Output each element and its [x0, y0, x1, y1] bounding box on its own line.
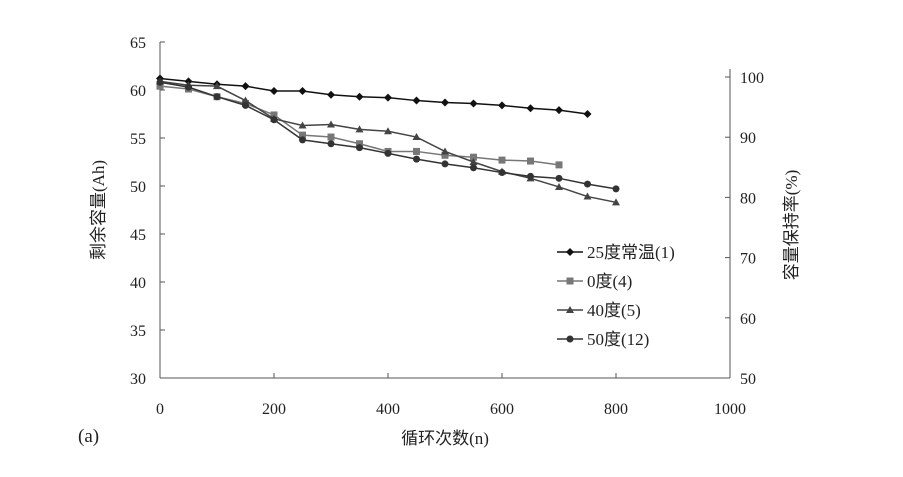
marker-square [527, 157, 534, 165]
marker-square [356, 140, 363, 148]
x-axis-label: 循环次数(n) [401, 429, 489, 448]
y-tick-label: 35 [130, 323, 146, 340]
marker-triangle [566, 306, 574, 313]
y-tick-label: 65 [130, 35, 146, 52]
marker-circle [185, 83, 192, 91]
x-tick-label: 200 [262, 401, 286, 418]
marker-triangle [298, 121, 307, 129]
marker-square [156, 82, 164, 90]
x-tick-label: 600 [490, 401, 514, 418]
marker-diamond [526, 104, 535, 113]
marker-square [327, 133, 335, 141]
marker-circle [242, 101, 249, 109]
marker-circle [470, 164, 477, 172]
marker-square [299, 131, 306, 139]
marker-circle [555, 174, 563, 182]
x-tick-label: 400 [376, 401, 400, 418]
marker-triangle [355, 125, 364, 133]
y2-tick-label: 60 [740, 311, 756, 328]
marker-triangle [241, 96, 250, 104]
marker-diamond [441, 98, 449, 107]
marker-triangle [384, 127, 392, 135]
legend-item: 25度常温(1) [557, 243, 675, 262]
marker-diamond [566, 248, 574, 256]
y-tick-label: 55 [130, 131, 146, 148]
marker-circle [527, 172, 534, 180]
y-tick-label: 45 [130, 227, 146, 244]
marker-square [566, 277, 574, 285]
marker-circle [584, 180, 591, 188]
marker-triangle [612, 198, 620, 206]
marker-square [498, 156, 506, 164]
marker-circle [566, 335, 574, 343]
series-diamond [156, 74, 592, 118]
legend-label: 25度常温(1) [587, 243, 675, 262]
marker-diamond [384, 93, 392, 102]
marker-circle [498, 169, 506, 177]
series-triangle [156, 77, 620, 206]
y-tick-label: 40 [130, 275, 146, 292]
marker-diamond [412, 96, 421, 105]
x-tick-label: 800 [604, 401, 628, 418]
marker-triangle [327, 120, 335, 128]
marker-diamond [469, 99, 478, 108]
y2-tick-label: 90 [740, 130, 756, 147]
y2-tick-label: 50 [740, 371, 756, 388]
marker-circle [612, 185, 620, 193]
y-tick-label: 30 [130, 371, 146, 388]
marker-circle [299, 136, 306, 144]
legend-label: 50度(12) [587, 330, 649, 349]
marker-circle [441, 160, 449, 168]
y-tick-label: 60 [130, 83, 146, 100]
marker-circle [156, 78, 164, 86]
x-tick-label: 0 [156, 401, 164, 418]
legend-label: 0度(4) [587, 272, 632, 291]
marker-diamond [583, 110, 592, 118]
marker-diamond [270, 86, 278, 95]
marker-circle [327, 140, 335, 148]
marker-diamond [298, 86, 307, 95]
marker-diamond [241, 82, 250, 91]
marker-diamond [327, 90, 335, 99]
legend-item: 50度(12) [557, 330, 649, 349]
y-tick-label: 50 [130, 179, 146, 196]
marker-triangle [213, 82, 221, 90]
panel-label: (a) [78, 426, 99, 447]
y2-axis-label: 容量保持率(%) [782, 170, 801, 280]
marker-triangle [412, 133, 421, 141]
marker-triangle [583, 192, 592, 200]
marker-triangle [555, 182, 563, 190]
marker-square [470, 153, 477, 161]
y2-tick-label: 100 [740, 70, 764, 87]
x-tick-label: 1000 [714, 401, 746, 418]
marker-square [555, 161, 563, 169]
marker-diamond [555, 106, 563, 115]
marker-triangle [469, 158, 478, 165]
marker-circle [384, 149, 392, 157]
series-layer [156, 74, 620, 206]
y-axis-label: 剩余容量(Ah) [89, 160, 108, 260]
y2-tick-label: 80 [740, 190, 756, 207]
marker-square [441, 151, 449, 159]
legend-item: 40度(5) [557, 301, 641, 320]
marker-diamond [498, 101, 506, 110]
marker-circle [213, 93, 221, 101]
marker-circle [356, 144, 363, 152]
marker-square [413, 147, 420, 155]
series-circle [156, 78, 620, 193]
marker-circle [270, 116, 278, 124]
series-line [159, 77, 588, 115]
marker-diamond [355, 92, 364, 101]
legend-item: 0度(4) [557, 272, 632, 291]
y2-tick-label: 70 [740, 251, 756, 268]
marker-triangle [441, 147, 449, 155]
legend-label: 40度(5) [587, 301, 641, 320]
marker-circle [413, 155, 420, 163]
legend: 25度常温(1) 0度(4) 40度(5) 50度(12) [557, 243, 675, 349]
